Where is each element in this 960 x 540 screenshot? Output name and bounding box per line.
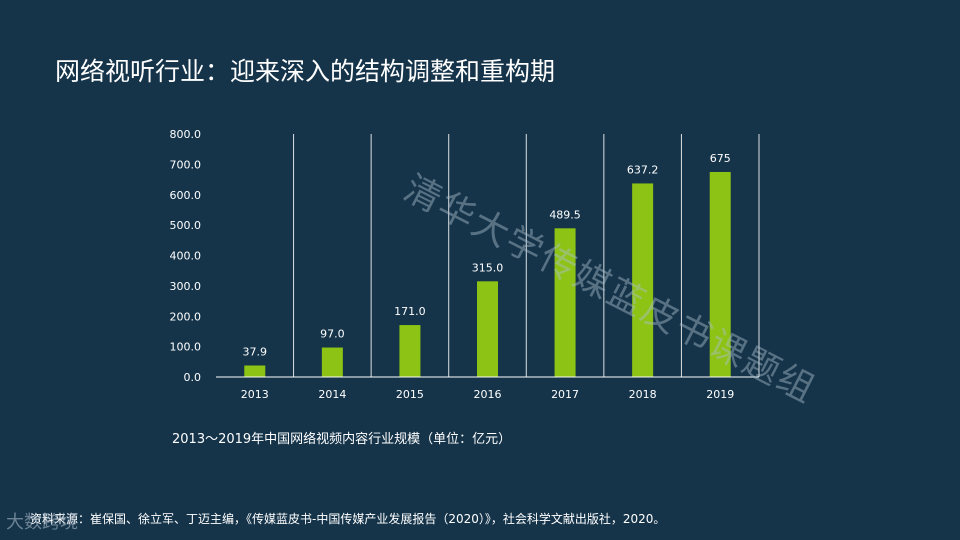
bar-2016 — [477, 281, 498, 377]
y-tick-label: 200.0 — [170, 310, 202, 323]
y-tick-label: 100.0 — [170, 341, 202, 354]
y-tick-label: 300.0 — [170, 280, 202, 293]
bar-2018 — [632, 183, 654, 377]
x-tick-label-2013: 2013 — [241, 388, 269, 401]
data-label-2014: 97.0 — [320, 328, 345, 341]
source-note: 资料来源：崔保国、徐立军、丁迈主编，《传媒蓝皮书-中国传媒产业发展报告（2020… — [30, 512, 666, 526]
y-tick-label: 500.0 — [170, 219, 202, 232]
y-tick-label: 400.0 — [170, 250, 202, 263]
data-label-2018: 637.2 — [627, 163, 659, 176]
y-axis: 0.0 100.0 200.0 300.0 400.0 500.0 600.0 700.0 80… — [170, 128, 202, 384]
bar-2015 — [399, 325, 421, 377]
bar-2014 — [321, 347, 343, 377]
x-tick-label-2015: 2015 — [396, 388, 424, 401]
y-tick-label: 800.0 — [170, 128, 202, 141]
x-tick-label-2014: 2014 — [318, 388, 346, 401]
y-tick-label: 700.0 — [170, 158, 202, 171]
chart-caption: 2013～2019年中国网络视频内容行业规模（单位：亿元） — [172, 432, 512, 447]
data-label-2015: 171.0 — [394, 305, 426, 318]
x-tick-label-2018: 2018 — [629, 388, 657, 401]
x-axis: 2013 2014 2015 2016 2017 2018 2019 — [216, 376, 759, 401]
data-label-2017: 489.5 — [549, 208, 581, 221]
y-tick-label: 0.0 — [184, 371, 202, 384]
data-label-2016: 315.0 — [472, 261, 504, 274]
bar-2019 — [709, 171, 731, 377]
y-tick-label: 600.0 — [170, 189, 202, 202]
bar-2013 — [244, 365, 266, 377]
brand-logo: 大数跨境 — [6, 512, 78, 533]
x-tick-label-2016: 2016 — [474, 388, 502, 401]
bar-2017 — [554, 228, 576, 377]
data-labels: 37.9 97.0 171.0 315.0 489.5 637.2 675 — [243, 152, 731, 359]
data-label-2019: 675 — [710, 152, 731, 165]
bar-series — [244, 171, 731, 377]
page-title: 网络视听行业：迎来深入的结构调整和重构期 — [55, 57, 556, 86]
data-label-2013: 37.9 — [243, 345, 268, 358]
x-tick-label-2019: 2019 — [706, 388, 734, 401]
category-separators — [293, 134, 760, 377]
x-tick-label-2017: 2017 — [551, 388, 579, 401]
